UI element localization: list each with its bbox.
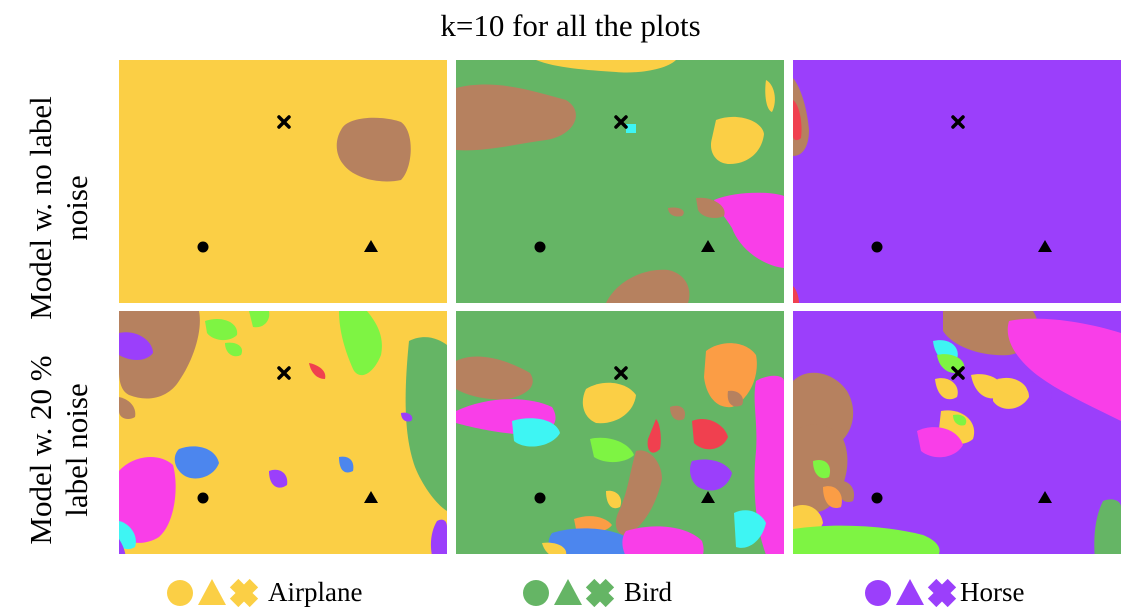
panel-bird-noisy	[456, 311, 784, 554]
row-label-2-line2: label noise	[59, 383, 94, 517]
row-label-1-line1: Model w. no label	[23, 96, 58, 320]
row-label-2-line1: Model w. 20 %	[23, 355, 58, 545]
panel-bird-clean	[456, 60, 784, 303]
legend-bird: Bird	[522, 574, 672, 610]
legend-horse: Horse	[864, 574, 1024, 610]
row-label-1-line2: noise	[59, 175, 94, 241]
row-label-1: Model w. no label noise	[23, 73, 103, 343]
figure-title: k=10 for all the plots	[440, 8, 701, 43]
legend-label-horse: Horse	[960, 577, 1025, 607]
row-label-2: Model w. 20 % label noise	[23, 315, 103, 585]
legend-label-airplane: Airplane	[268, 577, 363, 607]
horse-markers-icon	[865, 578, 957, 607]
panel-airplane-clean	[119, 60, 447, 303]
bird-markers-icon	[523, 578, 615, 607]
airplane-markers-icon	[167, 578, 259, 607]
legend-airplane: Airplane	[166, 574, 362, 610]
panel-airplane-noisy	[119, 311, 447, 554]
legend-label-bird: Bird	[624, 577, 673, 607]
panel-horse-noisy	[793, 311, 1121, 554]
panel-horse-clean	[793, 60, 1121, 303]
